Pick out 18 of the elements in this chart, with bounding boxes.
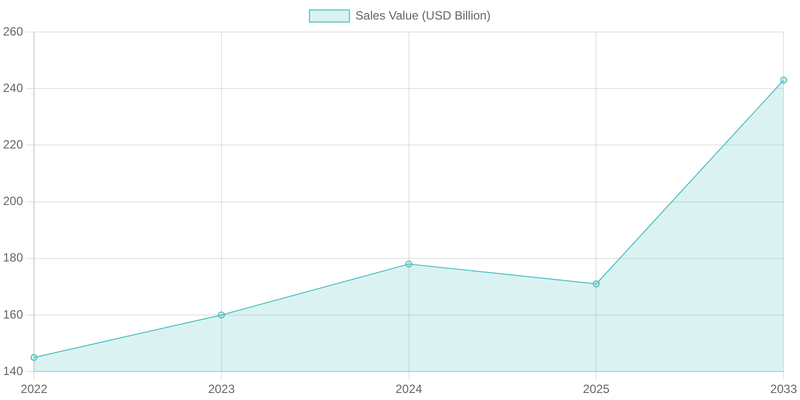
y-tick-label: 220 [2,138,24,152]
y-tick-label: 260 [2,24,24,38]
x-tick-label: 2023 [208,382,236,396]
y-tick-label: 180 [2,250,24,265]
point [218,312,225,318]
legend-label: Sales Value (USD Billion) [355,8,491,22]
point [30,354,38,361]
x-tick-label: 2024 [395,382,423,396]
point [405,260,412,268]
y-tick-label: 160 [2,307,24,322]
y-tick-label: 140 [2,364,24,378]
x-tick-label: 2033 [770,382,798,396]
point [780,76,788,84]
y-tick-label: 240 [2,80,24,95]
y-tick-label: 200 [2,194,24,208]
x-tick-label: 2025 [582,382,610,396]
point [592,280,600,288]
x-tick-label: 2022 [20,382,48,396]
